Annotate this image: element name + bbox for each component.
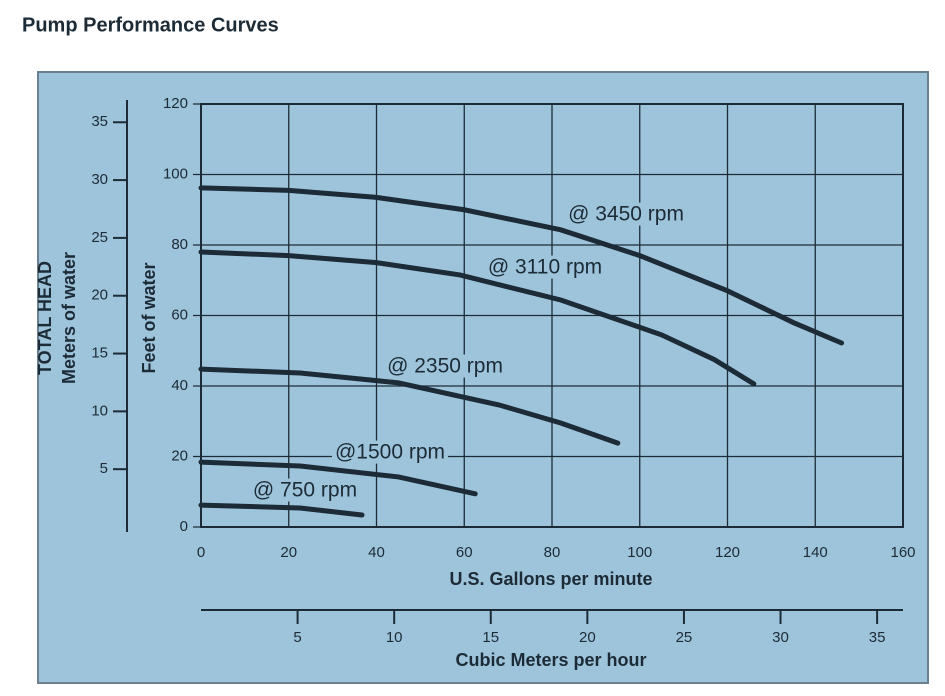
x-tick-label: 140 [803,544,828,561]
curve [198,185,845,346]
curve-label-bg [565,202,687,226]
x2-tick-label: 15 [482,629,499,646]
curve-label: @ 3450 rpm [568,203,684,226]
y-tick-label: 0 [180,518,188,535]
x-tick-label: 0 [197,544,205,561]
y2-axis-label: Meters of water [59,252,79,384]
y2-tick-label: 30 [91,171,108,188]
y-tick-label: 60 [171,306,188,323]
x-axis-label: U.S. Gallons per minute [449,569,652,589]
y-tick-label: 80 [171,236,188,253]
x2-tick-label: 20 [579,629,596,646]
curve-label: @ 750 rpm [253,479,357,502]
y-axis-label: Feet of water [139,262,159,373]
x2-tick-label: 30 [772,629,789,646]
x2-tick-label: 25 [676,629,693,646]
y2-tick-label: 20 [91,287,108,304]
y-tick-label: 120 [163,95,188,112]
y-tick-label: 20 [171,447,188,464]
curve [198,366,621,446]
curve-label-bg [484,255,606,279]
y2-tick-label: 5 [100,460,108,477]
curve-label: @ 2350 rpm [387,355,503,378]
x2-axis-label: Cubic Meters per hour [455,650,646,670]
x2-tick-label: 10 [386,629,403,646]
curve [198,502,365,518]
y-tick-label: 100 [163,165,188,182]
y2-tick-label: 35 [91,113,108,130]
y2-tick-label: 15 [91,345,108,362]
x-tick-label: 100 [627,544,652,561]
y-tick-label: 40 [171,377,188,394]
y2-tick-label: 25 [91,229,108,246]
x-tick-label: 80 [544,544,561,561]
chart-title: Pump Performance Curves [22,14,279,36]
curve-label: @ 3110 rpm [488,256,602,279]
curve-label-bg [249,478,361,502]
x-tick-label: 40 [368,544,385,561]
curve-label: @1500 rpm [335,441,445,464]
x-tick-label: 60 [456,544,473,561]
x2-tick-label: 5 [293,629,301,646]
x-tick-label: 20 [280,544,297,561]
curve [198,459,478,497]
x-tick-label: 120 [715,544,740,561]
curve-label-bg [331,440,449,464]
y2-tick-label: 10 [91,402,108,419]
x-tick-label: 160 [890,544,915,561]
curve-label-bg [384,354,506,378]
y-group-label: TOTAL HEAD [35,261,55,375]
x2-tick-label: 35 [869,629,886,646]
curve [198,249,757,387]
